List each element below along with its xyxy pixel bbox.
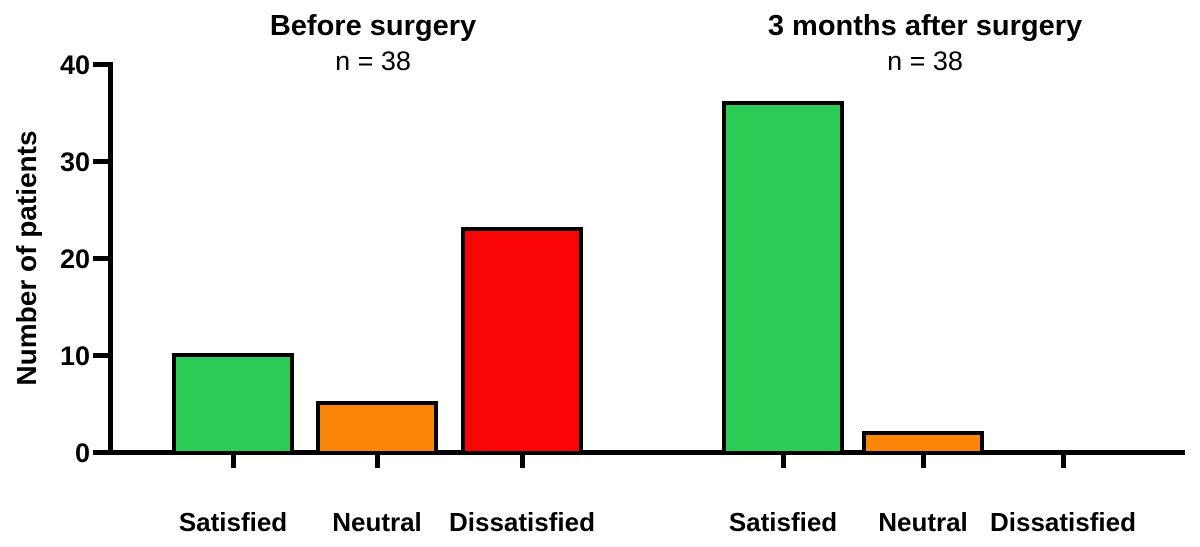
group-n-label-after-surgery: n = 38 [887,46,963,76]
bar-neutral-after [862,431,984,455]
category-label-neutral-after: Neutral [878,507,968,537]
y-tick-mark-0 [93,450,108,455]
bar-neutral-before [316,401,438,455]
category-label-dissatisfied-after: Dissatisfied [990,507,1136,537]
y-tick-label-0: 0 [74,438,90,468]
y-tick-mark-40 [93,62,108,67]
y-tick-label-40: 40 [59,50,90,80]
x-tick-dissatisfied-after [1061,455,1066,468]
bar-dissatisfied-before [461,227,583,455]
x-tick-dissatisfied-before [520,455,525,468]
y-tick-label-20: 20 [59,244,90,274]
bar-satisfied-before [172,353,294,455]
y-tick-label-30: 30 [59,147,90,177]
group-title-after-surgery: 3 months after surgery [767,10,1083,42]
group-n-label-before-surgery: n = 38 [335,46,411,76]
category-label-neutral-before: Neutral [332,507,422,537]
y-axis-line [108,62,113,455]
x-axis-line [108,450,1185,455]
y-tick-label-10: 10 [59,341,90,371]
x-tick-satisfied-after [781,455,786,468]
x-tick-neutral-after [921,455,926,468]
category-label-satisfied-after: Satisfied [728,507,838,537]
group-title-before-surgery: Before surgery [269,10,477,42]
x-tick-satisfied-before [231,455,236,468]
y-tick-mark-10 [93,353,108,358]
x-tick-neutral-before [375,455,380,468]
bar-satisfied-after [722,101,844,455]
y-tick-mark-30 [93,159,108,164]
y-tick-mark-20 [93,256,108,261]
category-label-satisfied-before: Satisfied [178,507,288,537]
category-label-dissatisfied-before: Dissatisfied [449,507,595,537]
